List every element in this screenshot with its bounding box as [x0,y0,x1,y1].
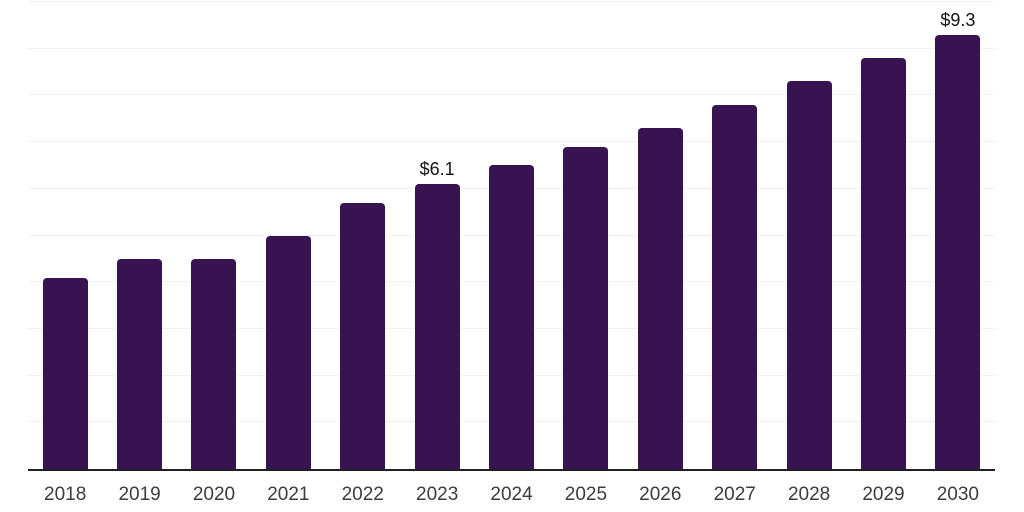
plot-area: $6.1 $9.3 [28,0,995,471]
x-tick-2024: 2024 [490,484,533,505]
bar-2025 [563,146,609,469]
bar-2023 [414,184,460,469]
bar-slot-2018 [28,0,102,469]
x-tick-2027: 2027 [713,484,756,505]
gridline [28,47,995,49]
bar-2018 [42,277,88,469]
gridline [28,94,995,96]
x-tick-2025: 2025 [564,484,608,505]
x-tick-2022: 2022 [341,484,384,505]
gridline [28,141,995,143]
bar-slot-2020 [177,0,251,469]
bar-slot-2019 [102,0,176,469]
x-tick-2023: 2023 [416,484,459,505]
bar-slot-2028 [772,0,846,469]
x-tick-2018: 2018 [44,484,87,505]
bar-value-label-2030: $9.3 [940,9,976,30]
bar-2028 [786,81,832,469]
bar-2027 [712,104,758,469]
bar-2026 [637,128,683,469]
x-tick-2028: 2028 [787,484,831,505]
bar-2019 [117,258,163,469]
bar-slot-2024 [474,0,548,469]
x-tick-2019: 2019 [118,484,161,505]
bar-slot-2025 [549,0,623,469]
bar-slot-2023: $6.1 [400,0,474,469]
bar-chart: $6.1 $9.3 2018 2019 2020 2021 2022 2023 2024 202… [28,0,995,512]
x-tick-2020: 2020 [192,484,236,505]
bar-2024 [489,165,535,469]
gridline [28,1,995,2]
bar-2020 [191,258,237,469]
bar-slot-2021 [251,0,325,469]
x-tick-2026: 2026 [639,484,682,505]
bar-slot-2027 [698,0,772,469]
bar-2022 [340,202,386,469]
x-tick-2021: 2021 [267,484,310,505]
bar-2030 [935,34,981,469]
bar-2021 [265,235,311,469]
bar-slot-2030: $9.3 [921,0,995,469]
x-tick-2029: 2029 [862,484,905,505]
bar-series: $6.1 $9.3 [28,0,995,469]
bar-slot-2029 [846,0,920,469]
bar-slot-2026 [623,0,697,469]
bar-value-label-2023: $6.1 [419,159,455,180]
bar-slot-2022 [326,0,400,469]
bar-2029 [860,58,906,469]
x-axis: 2018 2019 2020 2021 2022 2023 2024 2025 2026 2027… [28,471,995,504]
x-tick-2030: 2030 [936,484,980,505]
